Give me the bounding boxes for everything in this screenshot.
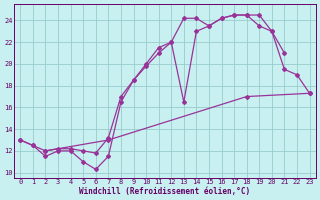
X-axis label: Windchill (Refroidissement éolien,°C): Windchill (Refroidissement éolien,°C) <box>79 187 251 196</box>
